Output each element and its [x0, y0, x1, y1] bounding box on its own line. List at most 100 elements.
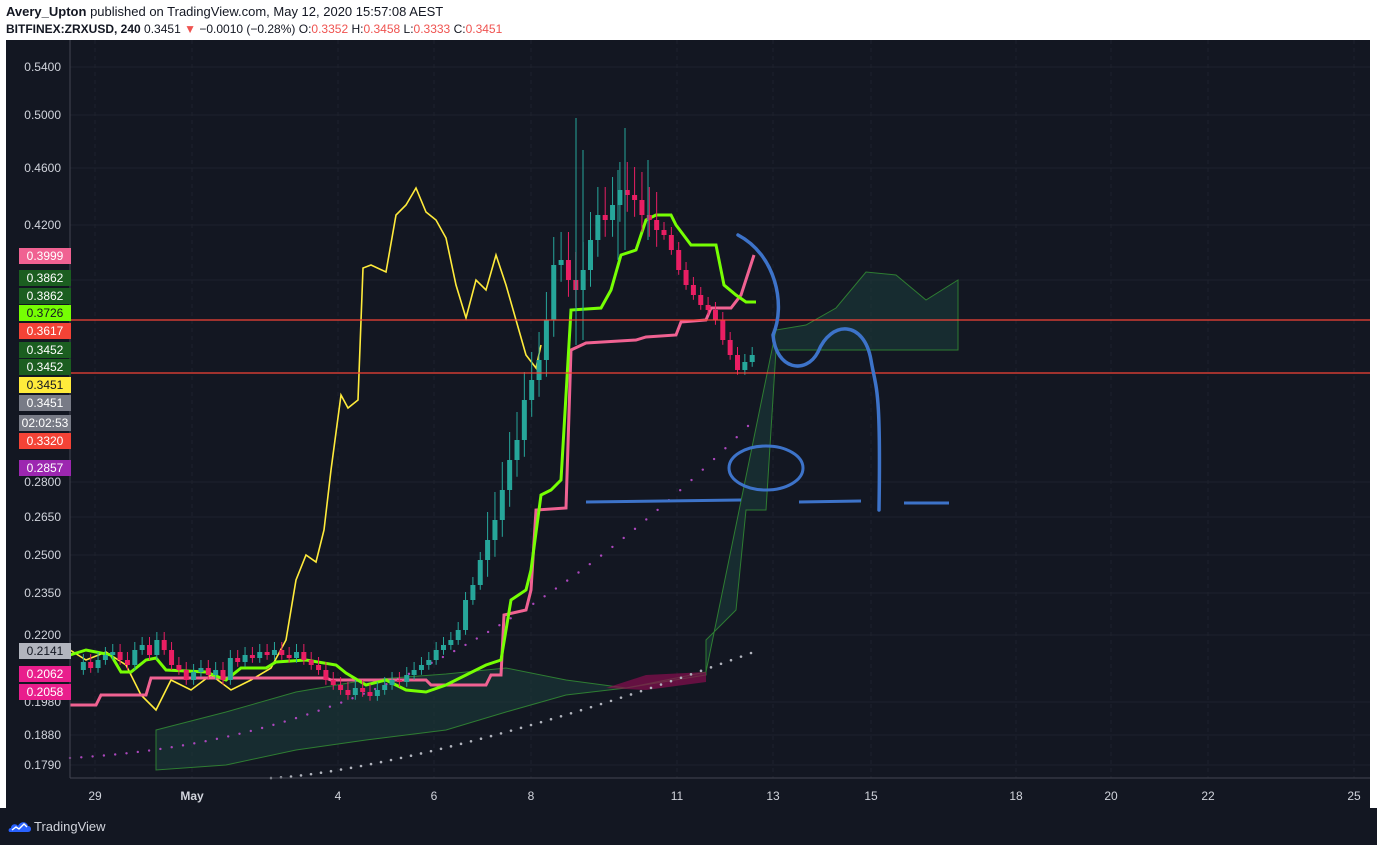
tradingview-brand[interactable]: TradingView: [34, 819, 106, 834]
ma-slow-dot: [719, 662, 723, 666]
x-tick-label: 18: [1009, 789, 1023, 803]
ma-slow-dot: [469, 740, 473, 743]
ma-fast-dot: [588, 562, 591, 566]
candle-up: [441, 645, 446, 650]
x-tick-label: 4: [335, 789, 342, 803]
price-label-text: 02:02:53: [22, 416, 69, 430]
price-label-text: 0.3862: [27, 289, 64, 303]
y-tick-label: 0.4200: [24, 218, 61, 232]
ma-slow-dot: [369, 762, 373, 766]
high-value: 0.3458: [363, 22, 401, 36]
candle-down: [286, 655, 292, 658]
ma-fast-dot: [701, 468, 704, 471]
candle-down: [360, 688, 366, 692]
open-label: O:: [298, 22, 312, 36]
candle-up: [154, 640, 160, 655]
candle-up: [448, 640, 454, 645]
ma-fast-dot: [91, 755, 94, 758]
ma-fast-dot: [599, 554, 603, 557]
ma-fast-dot: [407, 672, 411, 676]
price-label-text: 0.2141: [27, 644, 64, 658]
ma-slow-dot: [739, 655, 743, 658]
price-label-bg: [19, 643, 71, 659]
ma-fast-dot: [441, 655, 445, 659]
candle-up: [477, 560, 483, 585]
ma-fast-dot: [249, 729, 252, 733]
y-tick-label: 0.2200: [24, 628, 61, 642]
y-tick-label: 0.2350: [24, 586, 61, 600]
ma-slow-dot: [669, 679, 673, 683]
ma-slow-dot: [549, 717, 553, 721]
candle-down: [338, 685, 344, 690]
ma-fast-dot: [193, 742, 196, 745]
publish-line: Avery_Upton published on TradingView.com…: [6, 4, 443, 19]
candle-down: [698, 295, 704, 305]
ma-fast-dot: [238, 732, 241, 735]
candle-down: [124, 660, 130, 665]
candle-up: [352, 688, 358, 695]
ma-fast-dot: [328, 705, 332, 708]
candle-up: [463, 600, 469, 630]
price-label-tag: 0.2062: [19, 666, 71, 682]
price-label-text: 0.2062: [27, 667, 64, 681]
candle-up: [418, 665, 424, 670]
candle-up: [389, 680, 395, 685]
ma-slow-dot: [519, 726, 523, 730]
ma-fast-dot: [679, 488, 682, 492]
candle-down: [220, 670, 226, 680]
close-label: C:: [453, 22, 466, 36]
lagging-span-line: [69, 186, 542, 712]
price-label-text: 0.3320: [27, 434, 64, 448]
ma-slow-dot: [339, 768, 343, 771]
candle-up: [499, 490, 505, 520]
ma-fast-dot: [475, 637, 478, 640]
candle-down: [205, 668, 211, 675]
price-label-tag: 0.3726: [19, 305, 71, 321]
ma-slow-dot: [409, 754, 413, 758]
down-arrow-icon: ▼: [184, 22, 196, 36]
candle-down: [735, 355, 740, 370]
ma-slow-dot: [589, 705, 593, 709]
ma-slow-dot: [489, 734, 493, 738]
ma-fast-dot: [577, 571, 580, 574]
ma-slow-dot: [579, 708, 583, 712]
y-tick-label: 0.2650: [24, 510, 61, 524]
ma-fast-dot: [633, 527, 637, 531]
ma-fast-dot: [543, 595, 546, 598]
candle-down: [169, 650, 175, 665]
ma-slow-dot: [299, 774, 303, 777]
x-tick-label: 25: [1347, 789, 1361, 803]
author-name[interactable]: Avery_Upton: [6, 4, 87, 19]
candle-up: [411, 670, 417, 675]
ma-fast-dot: [566, 579, 569, 582]
candle-down: [264, 652, 270, 655]
candle-up: [102, 655, 108, 660]
ma-fast-dot: [114, 753, 117, 756]
ma-slow-dot: [459, 742, 463, 746]
candle-up: [227, 658, 233, 680]
ma-fast-dot: [204, 739, 207, 743]
price-label-tag: 0.3452: [19, 359, 71, 375]
price-labels: 0.3999 0.3862 0.3862 0.3726 0.3617 0.3452 0.34…: [19, 248, 71, 700]
ma-fast-dot: [532, 602, 535, 606]
ma-slow-dot: [419, 752, 423, 755]
candle-up: [492, 520, 498, 540]
price-chart[interactable]: 0.54000.50000.46000.42000.38000.28000.26…: [6, 40, 1370, 808]
x-tick-label: May: [180, 789, 204, 803]
candle-up: [595, 215, 601, 240]
price-label-tag: 0.3451: [19, 395, 71, 411]
tradingview-cloud-icon[interactable]: [8, 818, 32, 834]
chart-area[interactable]: 0.54000.50000.46000.42000.38000.28000.26…: [6, 40, 1370, 808]
last-price: 0.3451: [144, 22, 181, 36]
candle-up: [191, 672, 197, 680]
price-change: −0.0010 (−0.28%): [199, 22, 296, 36]
x-tick-label: 8: [528, 789, 535, 803]
hand-drawing: [585, 233, 949, 512]
candle-up: [433, 650, 439, 660]
price-label-bg: [19, 270, 71, 286]
low-value: 0.3333: [413, 22, 451, 36]
candle-up: [536, 360, 542, 380]
candle-down: [690, 285, 696, 295]
price-label-bg: [19, 248, 71, 264]
x-tick-label: 29: [88, 789, 102, 803]
